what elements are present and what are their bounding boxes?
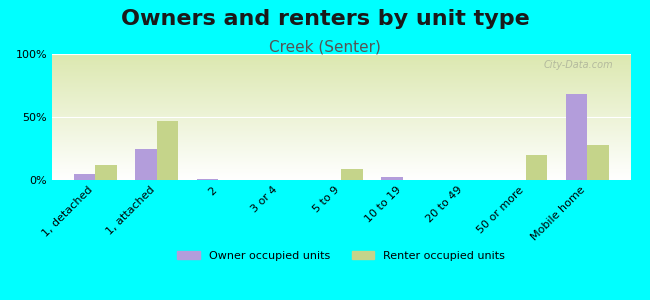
Bar xyxy=(135,148,157,180)
Text: Creek (Senter): Creek (Senter) xyxy=(269,39,381,54)
Bar xyxy=(95,165,116,180)
Bar xyxy=(196,179,218,180)
Legend: Owner occupied units, Renter occupied units: Owner occupied units, Renter occupied un… xyxy=(173,246,510,265)
Bar xyxy=(566,94,588,180)
Bar xyxy=(588,145,609,180)
Bar xyxy=(382,178,403,180)
Bar xyxy=(157,121,178,180)
Text: City-Data.com: City-Data.com xyxy=(543,60,613,70)
Bar xyxy=(526,155,547,180)
Text: Owners and renters by unit type: Owners and renters by unit type xyxy=(121,9,529,29)
Bar xyxy=(341,169,363,180)
Bar xyxy=(73,174,95,180)
